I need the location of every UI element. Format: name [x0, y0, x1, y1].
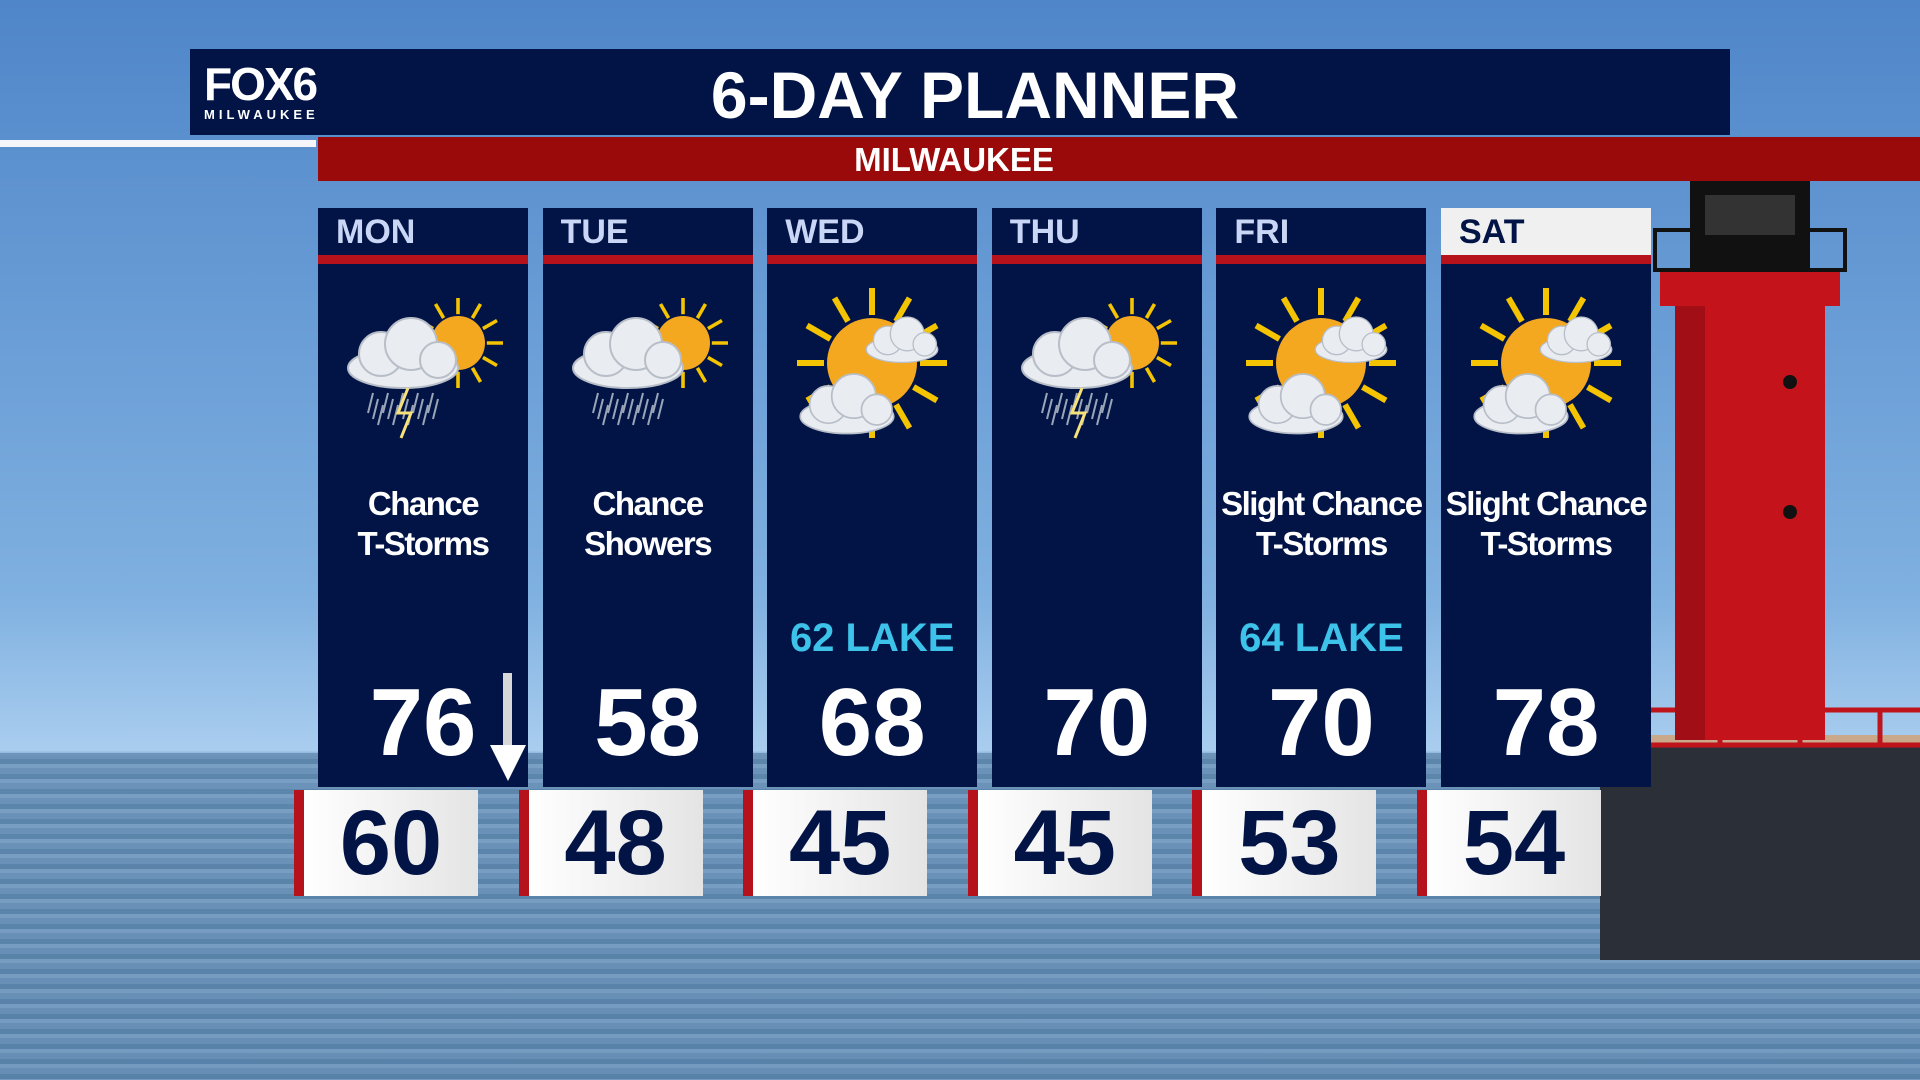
low-temperature-box: 48 — [518, 790, 703, 896]
partly-sunny-icon — [1456, 288, 1636, 463]
falling-arrow-icon — [490, 673, 526, 781]
low-temperature: 45 — [977, 790, 1152, 896]
day-label: FRI — [1216, 208, 1427, 264]
condition-line-1: Chance — [367, 485, 480, 522]
low-accent-bar — [1417, 790, 1427, 896]
lighthouse-image — [1600, 180, 1920, 960]
sun-cloud-rain-icon — [558, 288, 738, 463]
sun-cloud-thunderstorm-icon — [1007, 288, 1187, 463]
sun-cloud-thunderstorm-icon — [333, 288, 513, 463]
low-accent-bar — [518, 790, 529, 896]
low-temperature: 45 — [753, 790, 928, 896]
forecast-day-fri: FRI Slight Chance T-Storms 64 LAKE 70 — [1216, 208, 1427, 787]
low-temperature: 53 — [1202, 790, 1377, 896]
condition-text: Slight Chance T-Storms — [1441, 484, 1651, 564]
location-bar — [318, 137, 1920, 181]
high-temperature: 58 — [594, 669, 701, 776]
page-title: 6-DAY PLANNER — [710, 58, 1240, 132]
condition-text: Chance Showers — [543, 484, 753, 564]
logo-brand: FOX6 — [204, 58, 318, 110]
day-label: THU — [991, 208, 1202, 264]
partly-sunny-icon — [1231, 288, 1411, 463]
low-accent-bar — [1192, 790, 1203, 896]
divider — [0, 140, 316, 147]
low-temperature-box: 45 — [743, 790, 928, 896]
forecast-day-wed: WED 62 LAKE 68 — [767, 208, 978, 787]
high-temperature: 70 — [1043, 669, 1151, 776]
low-temperature-box: 54 — [1417, 790, 1601, 896]
low-accent-bar — [294, 790, 304, 896]
condition-line-2: Showers — [584, 525, 713, 562]
low-accent-bar — [967, 790, 978, 896]
low-temperature-box: 60 — [294, 790, 478, 896]
partly-sunny-icon — [782, 288, 962, 463]
high-temperature: 76 — [369, 669, 477, 776]
day-label: TUE — [542, 208, 753, 264]
high-temperature: 78 — [1492, 669, 1600, 776]
forecast-day-mon: MON Chance T-Storms 76 — [318, 208, 528, 787]
high-temperature: 68 — [818, 669, 926, 776]
high-temperature: 70 — [1268, 669, 1375, 776]
day-label: WED — [767, 208, 978, 264]
condition-text: Slight Chance T-Storms — [1216, 484, 1426, 564]
low-temperature: 60 — [304, 790, 478, 896]
lake-temperature: 64 LAKE — [1239, 616, 1404, 660]
condition-line-1: Chance — [592, 485, 704, 522]
day-label: SAT — [1441, 208, 1651, 264]
forecast-day-thu: THU 70 — [991, 208, 1202, 787]
low-temperature-box: 45 — [967, 790, 1152, 896]
low-accent-bar — [743, 790, 754, 896]
condition-line-1: Slight Chance — [1221, 485, 1423, 522]
condition-line-2: T-Storms — [1255, 525, 1389, 562]
forecast-day-tue: TUE Chance Showers 58 — [542, 208, 753, 787]
low-temperature-box: 53 — [1192, 790, 1377, 896]
condition-line-2: T-Storms — [1480, 525, 1613, 562]
condition-line-2: T-Storms — [357, 525, 490, 562]
low-temperature: 48 — [528, 790, 703, 896]
condition-text: Chance T-Storms — [318, 484, 528, 564]
location-label: MILWAUKEE — [854, 141, 1054, 178]
low-temperature: 54 — [1427, 790, 1601, 896]
forecast-day-sat: SAT Slight Chance T-Storms 78 — [1441, 208, 1651, 787]
fox6-logo: FOX6 MILWAUKEE — [204, 61, 319, 122]
logo-city: MILWAUKEE — [204, 107, 319, 122]
lake-temperature: 62 LAKE — [789, 616, 955, 660]
day-label: MON — [318, 208, 528, 264]
title-banner: FOX6 MILWAUKEE 6-DAY PLANNER — [190, 49, 1730, 135]
condition-line-1: Slight Chance — [1445, 485, 1648, 522]
